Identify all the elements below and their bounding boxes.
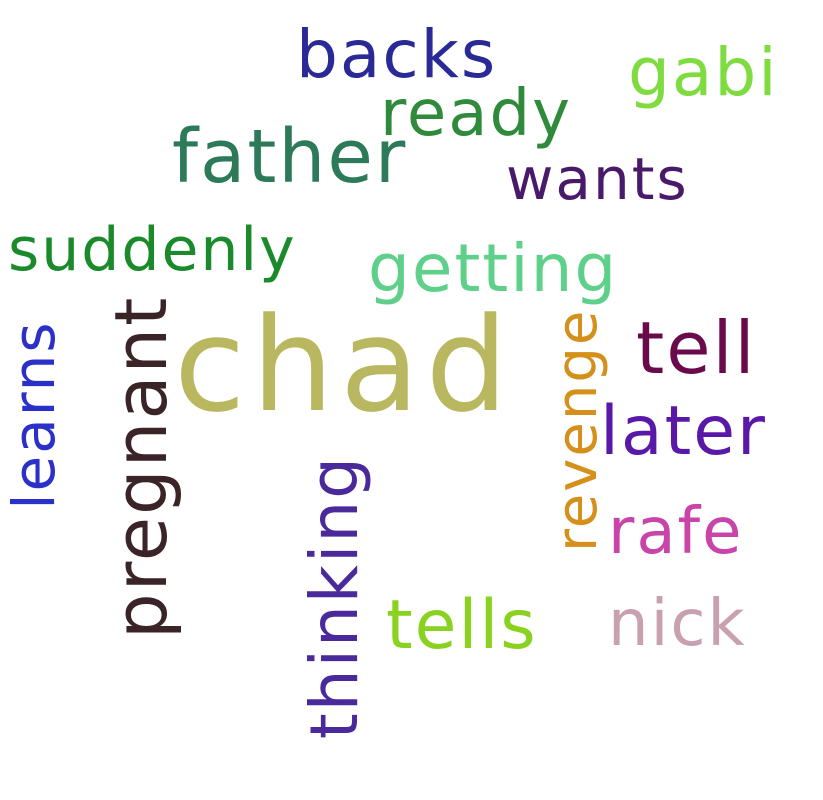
- word-learns: learns: [0, 320, 68, 510]
- word-tells: tells: [386, 586, 538, 665]
- word-wants: wants: [506, 145, 689, 213]
- word-revenge: revenge: [545, 308, 610, 552]
- word-thinking: thinking: [296, 454, 373, 740]
- word-getting: getting: [368, 230, 619, 307]
- word-suddenly: suddenly: [8, 215, 297, 285]
- word-tell: tell: [636, 306, 757, 390]
- word-rafe: rafe: [608, 495, 744, 569]
- word-chad: chad: [174, 289, 515, 441]
- word-ready: ready: [380, 77, 572, 151]
- word-gabi: gabi: [628, 34, 779, 111]
- word-pregnant: pregnant: [99, 295, 183, 639]
- word-nick: nick: [608, 587, 747, 661]
- word-backs: backs: [296, 16, 498, 93]
- word-father: father: [172, 114, 408, 200]
- word-later: later: [600, 392, 768, 471]
